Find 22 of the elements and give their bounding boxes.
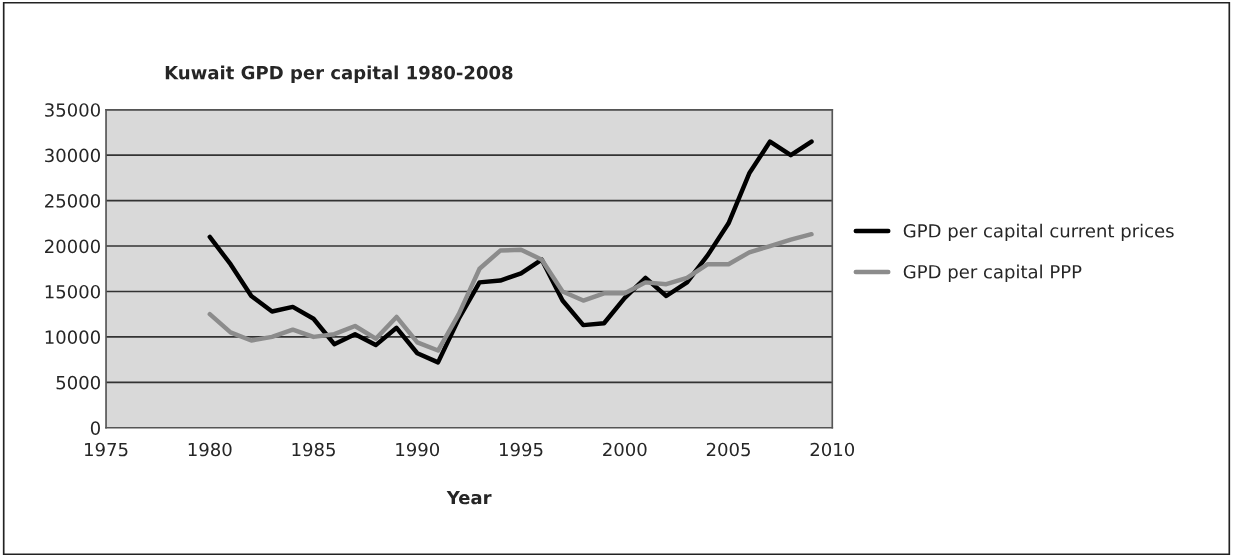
- line-series: [207, 139, 814, 365]
- legend-label: GPD per capital current prices: [903, 223, 1174, 242]
- x-tick-label: 1995: [500, 442, 543, 457]
- x-tick-label: 1980: [188, 442, 232, 457]
- y-tick-label: 35000: [45, 103, 100, 117]
- y-tick-label: 30000: [45, 148, 100, 163]
- y-tick-label: 5000: [56, 375, 100, 390]
- y-tick-label: 25000: [45, 194, 100, 208]
- x-tick-label: 1990: [396, 442, 440, 457]
- y-tick-label: 10000: [45, 330, 100, 345]
- x-tick-label: 1985: [292, 442, 335, 457]
- y-tick-label: 15000: [45, 284, 100, 299]
- x-tick-label: 1975: [85, 442, 128, 457]
- chart-title: Kuwait GPD per capital 1980-2008: [165, 65, 513, 83]
- y-tick-label: 0: [90, 421, 100, 435]
- x-tick-label: 2005: [706, 442, 750, 457]
- legend-label: GPD per capital PPP: [903, 264, 1082, 283]
- x-axis-title: Year: [446, 490, 492, 505]
- y-tick-label: 20000: [45, 239, 100, 254]
- x-tick-label: 2010: [810, 442, 855, 457]
- line-series: [207, 232, 814, 353]
- x-tick-label: 2000: [603, 442, 647, 457]
